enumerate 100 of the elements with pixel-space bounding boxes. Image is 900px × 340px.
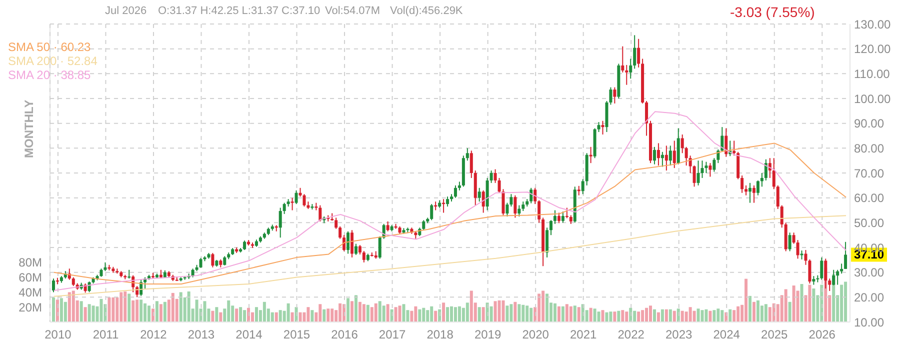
bar bbox=[72, 290, 75, 322]
bar bbox=[354, 295, 358, 322]
y-tick-label: 130.00 bbox=[854, 17, 892, 32]
candlestick bbox=[506, 202, 509, 217]
bar bbox=[458, 306, 461, 322]
text: Vol:54.07M bbox=[325, 5, 380, 17]
bar bbox=[732, 310, 736, 322]
bar bbox=[672, 310, 676, 322]
bar bbox=[163, 302, 166, 322]
candlestick bbox=[518, 204, 521, 217]
bar bbox=[254, 307, 258, 322]
x-tick-label: 2025 bbox=[761, 328, 788, 340]
candlestick bbox=[490, 170, 493, 184]
bar bbox=[812, 288, 816, 322]
bar bbox=[136, 300, 139, 322]
bar bbox=[494, 301, 497, 322]
bar bbox=[330, 308, 334, 322]
bar bbox=[140, 300, 143, 322]
bar bbox=[625, 312, 628, 322]
candlestick bbox=[199, 257, 202, 268]
candlestick bbox=[318, 204, 322, 222]
bar bbox=[561, 306, 564, 322]
bar bbox=[593, 308, 596, 322]
candlestick bbox=[748, 182, 752, 204]
candlestick bbox=[792, 232, 796, 244]
x-tick-label: 2018 bbox=[426, 328, 454, 340]
candlestick bbox=[52, 278, 55, 293]
y-tick-label: 50.00 bbox=[854, 216, 884, 230]
bar bbox=[573, 306, 576, 322]
bar bbox=[764, 304, 768, 322]
candlestick bbox=[776, 184, 780, 210]
bar bbox=[418, 309, 422, 322]
candlestick bbox=[760, 172, 764, 188]
bar bbox=[64, 302, 67, 322]
bar bbox=[569, 306, 572, 322]
bar bbox=[752, 302, 756, 322]
bar bbox=[239, 307, 242, 322]
candlestick bbox=[466, 148, 469, 162]
bar bbox=[633, 310, 636, 322]
bar bbox=[446, 307, 450, 322]
bar bbox=[88, 304, 91, 322]
bar bbox=[398, 306, 402, 322]
candlestick bbox=[637, 38, 640, 68]
x-tick-label: 2022 bbox=[618, 328, 645, 340]
bar bbox=[792, 285, 796, 322]
bar bbox=[716, 308, 720, 322]
bar bbox=[211, 310, 214, 322]
candlestick bbox=[772, 158, 776, 190]
bar bbox=[597, 312, 600, 322]
bar bbox=[322, 309, 326, 322]
candlestick bbox=[534, 187, 537, 205]
bar bbox=[526, 306, 529, 322]
candlestick bbox=[621, 46, 624, 73]
text: SMA 200 · 52.84 bbox=[8, 54, 98, 68]
bar bbox=[430, 306, 434, 322]
bar bbox=[466, 302, 469, 322]
bar bbox=[132, 300, 135, 322]
candlestick bbox=[346, 230, 350, 254]
candlestick bbox=[577, 185, 580, 196]
bar bbox=[120, 292, 123, 322]
candlestick bbox=[557, 212, 560, 224]
bar bbox=[410, 310, 414, 322]
y-tick-label: 10.00 bbox=[854, 315, 884, 330]
bar bbox=[498, 300, 501, 322]
candlestick bbox=[430, 204, 434, 221]
y2-tick-label: 40M bbox=[18, 285, 42, 300]
candlestick bbox=[362, 250, 366, 263]
candlestick bbox=[522, 201, 525, 212]
bar bbox=[394, 307, 398, 322]
bar bbox=[426, 310, 430, 322]
candlestick bbox=[756, 180, 760, 196]
y-tick-label: 120.00 bbox=[854, 42, 892, 56]
candlestick bbox=[550, 220, 553, 236]
candlestick bbox=[740, 174, 744, 194]
x-tick-label: 2024 bbox=[713, 328, 740, 340]
y-tick-label: 70.00 bbox=[854, 166, 884, 180]
bar bbox=[728, 309, 732, 322]
bar bbox=[601, 310, 604, 322]
bar bbox=[235, 308, 238, 322]
bar bbox=[454, 307, 457, 322]
bar bbox=[286, 303, 290, 322]
bar bbox=[144, 303, 147, 322]
bar bbox=[215, 307, 218, 322]
bar bbox=[700, 310, 704, 322]
bar bbox=[664, 309, 668, 322]
y2-tick-label: 20M bbox=[18, 300, 42, 314]
bar bbox=[370, 307, 374, 322]
y-tick-label: 60.00 bbox=[854, 191, 884, 206]
candlestick bbox=[613, 86, 616, 104]
bar bbox=[262, 302, 266, 322]
x-tick-label: 2016 bbox=[331, 328, 358, 340]
candlestick bbox=[350, 230, 354, 258]
candlestick bbox=[358, 244, 362, 255]
candlestick bbox=[378, 236, 382, 260]
bar bbox=[720, 310, 724, 322]
candlestick bbox=[684, 146, 688, 166]
x-tick-label: 2012 bbox=[140, 328, 168, 340]
candlestick bbox=[601, 120, 604, 136]
x-tick-label: 2023 bbox=[666, 328, 693, 340]
bar bbox=[680, 310, 684, 322]
